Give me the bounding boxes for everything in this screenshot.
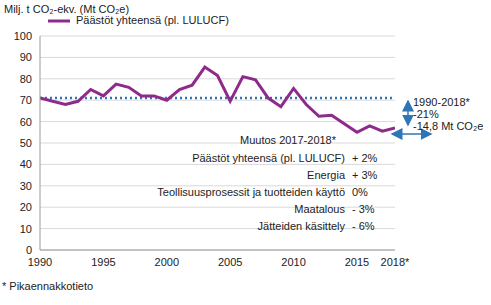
svg-text:50: 50: [20, 137, 32, 149]
html-text:0%: 0%: [352, 186, 368, 198]
svg-text:40: 40: [20, 158, 32, 170]
svg-text:80: 80: [20, 73, 32, 85]
svg-text:70: 70: [20, 94, 32, 106]
svg-text:1990: 1990: [28, 256, 52, 268]
html-text:+ 3%: + 3%: [352, 169, 378, 181]
svg-text:90: 90: [20, 51, 32, 63]
html-text:Teollisuusprosessit ja tuottei: Teollisuusprosessit ja tuotteiden käyttö: [157, 186, 345, 198]
svg-text:1995: 1995: [91, 256, 115, 268]
svg-text:30: 30: [20, 180, 32, 192]
html-text:* Pikaennakkotieto: * Pikaennakkotieto: [2, 280, 94, 292]
svg-text:0: 0: [26, 244, 32, 256]
html-text:Energia: Energia: [307, 169, 345, 181]
html-text:-21%: -21%: [413, 108, 439, 120]
html-text:Päästöt yhteensä (pl. LULUCF): Päästöt yhteensä (pl. LULUCF): [192, 152, 345, 164]
html-text:1990-2018*: 1990-2018*: [413, 96, 470, 108]
svg-text:2018*: 2018*: [381, 256, 410, 268]
html-text:Maatalous: Maatalous: [294, 203, 345, 215]
svg-text:2000: 2000: [155, 256, 179, 268]
html-text:Milj. t CO₂-ekv. (Mt CO₂e): Milj. t CO₂-ekv. (Mt CO₂e): [4, 3, 130, 15]
html-text:Päästöt yhteensä (pl. LULUCF): Päästöt yhteensä (pl. LULUCF): [76, 14, 229, 26]
svg-text:60: 60: [20, 116, 32, 128]
svg-text:100: 100: [14, 30, 32, 42]
html-text:- 3%: - 3%: [352, 203, 375, 215]
html-text:-14,8 Mt CO₂e: -14,8 Mt CO₂e: [413, 120, 484, 132]
html-text:Jätteiden käsittely: Jätteiden käsittely: [257, 220, 345, 232]
svg-text:20: 20: [20, 201, 32, 213]
html-text:Muutos 2017-2018*: Muutos 2017-2018*: [240, 134, 336, 146]
svg-text:2015: 2015: [345, 256, 369, 268]
svg-text:10: 10: [20, 223, 32, 235]
svg-text:2010: 2010: [281, 256, 305, 268]
html-text:+ 2%: + 2%: [352, 152, 378, 164]
svg-text:2005: 2005: [218, 256, 242, 268]
html-text:- 6%: - 6%: [352, 220, 375, 232]
